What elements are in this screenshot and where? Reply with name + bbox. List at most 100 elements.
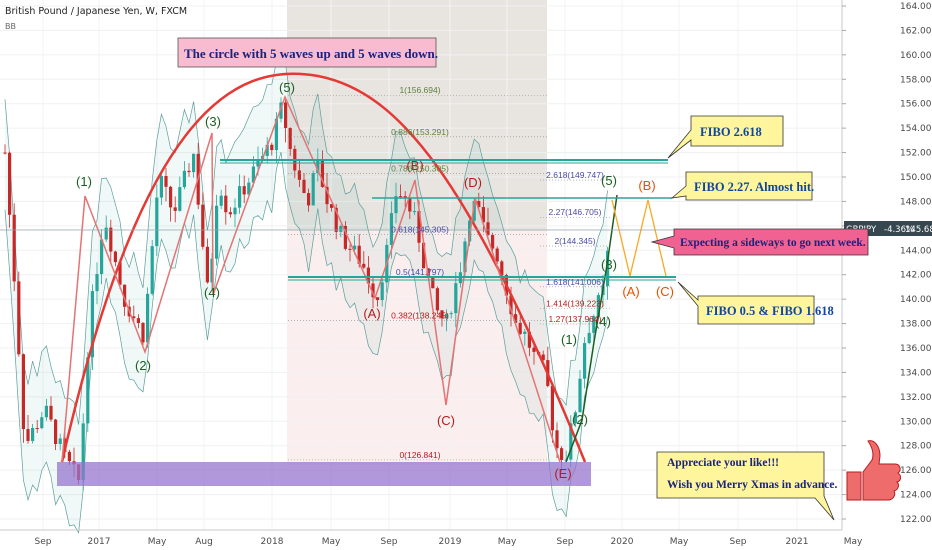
fib-label: 1.414(139.223): [546, 299, 604, 309]
fibo-227-note: FIBO 2.27. Almost hit.: [670, 171, 814, 201]
y-tick-label: 140.000: [900, 295, 932, 305]
candle-body: [560, 448, 564, 460]
wave-label: (C): [656, 284, 674, 299]
candle-body: [90, 291, 94, 358]
candle-body: [606, 250, 610, 287]
candle-body: [353, 245, 357, 250]
candle-body: [532, 347, 536, 352]
candle-body: [228, 212, 232, 215]
candle-body: [357, 245, 361, 264]
fib-label: 2(144.345): [554, 236, 595, 246]
candle-body: [343, 225, 347, 249]
support-zone: [57, 462, 591, 486]
svg-text:Appreciate your like!!!: Appreciate your like!!!: [667, 457, 779, 469]
x-tick-label: 2017: [88, 537, 111, 547]
x-axis-ticks[interactable]: Sep 2017 May Aug 2018 May Sep 2019 May Sep 2020 May…: [35, 537, 863, 547]
x-tick-label: May: [322, 537, 341, 547]
candle-body: [330, 204, 334, 208]
candle-body: [141, 322, 145, 343]
candle-body: [472, 201, 476, 221]
wave-label: (A): [622, 284, 639, 299]
wave-label: (3): [601, 257, 617, 272]
wave-path-red: [61, 95, 561, 463]
candle-body: [288, 128, 292, 149]
candle-body: [100, 239, 104, 275]
candle-body: [247, 182, 251, 195]
candle-body: [550, 385, 554, 431]
candle-body: [583, 343, 587, 379]
candle-body: [178, 187, 182, 211]
candle-body: [509, 295, 513, 315]
candle-body: [334, 207, 338, 232]
candle-body: [573, 412, 577, 424]
svg-text:Wish you Merry Xmas in advance: Wish you Merry Xmas in advance.: [667, 479, 837, 491]
fib-label: 2.27(146.705): [549, 207, 602, 217]
appreciate-note: Appreciate your like!!! Wish you Merry X…: [656, 451, 837, 521]
candle-body: [256, 160, 260, 167]
candle-body: [500, 261, 504, 276]
wave-label: (4): [595, 314, 611, 329]
fib-label: 1.27(137.964): [549, 314, 602, 324]
y-tick-label: 154.000: [900, 124, 932, 134]
candle-body: [187, 170, 191, 173]
price-tag-change: -4.36%: [884, 225, 914, 235]
band-fill: [5, 49, 608, 533]
wave-path-green: [565, 194, 618, 463]
y-tick-label: 160.000: [900, 51, 932, 61]
candle-body: [320, 159, 324, 187]
candle-body: [596, 295, 600, 317]
candle-body: [284, 102, 288, 129]
candle-body: [136, 318, 140, 323]
candle-body: [26, 429, 30, 441]
fibo-2618-note: FIBO 2.618: [667, 115, 784, 159]
projection-path: [611, 199, 667, 277]
candle-body: [215, 205, 219, 259]
candle-body: [527, 331, 531, 348]
candle-body: [67, 451, 71, 462]
candle-body: [146, 293, 150, 343]
chart-title: British Pound / Japanese Yen, W, FXCM: [5, 6, 187, 17]
wave-label: (A): [363, 306, 380, 321]
candle-body: [104, 227, 108, 240]
x-tick-label: May: [148, 537, 167, 547]
candle-body: [242, 186, 246, 195]
x-tick-label: 2021: [786, 537, 809, 547]
candle-body: [422, 242, 426, 269]
candle-body: [371, 283, 375, 298]
y-tick-label: 138.000: [900, 320, 932, 330]
candle-body: [412, 211, 416, 213]
wave-label: (2): [572, 412, 588, 427]
candle-body: [394, 196, 398, 214]
y-tick-label: 142.000: [900, 271, 932, 281]
fib-label: 0.786(150.305): [391, 163, 449, 173]
candle-body: [265, 144, 269, 156]
candle-body: [523, 331, 527, 334]
candle-body: [389, 213, 393, 245]
candle-body: [468, 220, 472, 242]
candle-body: [454, 283, 458, 314]
thumbs-up-icon: [846, 440, 901, 501]
candle-body: [348, 248, 352, 250]
x-tick-label: May: [670, 537, 689, 547]
candle-body: [251, 166, 255, 183]
y-axis-bg: [842, 0, 932, 550]
candle-body: [435, 288, 439, 311]
candle-body: [408, 197, 412, 212]
candle-body: [164, 176, 168, 187]
candle-body: [201, 204, 205, 247]
candle-body: [173, 207, 177, 211]
fibonacci-labels: 1(156.694) 0.886(153.291) 0.786(150.305) 0.…: [391, 85, 604, 460]
fib-label: 2.618(149.747): [546, 170, 604, 180]
y-tick-label: 158.000: [900, 75, 932, 85]
candle-body: [518, 322, 522, 334]
candle-body: [182, 170, 186, 188]
candle-body: [159, 176, 163, 198]
candle-body: [578, 378, 582, 413]
candle-body: [95, 274, 99, 292]
bollinger-bands: [4, 47, 608, 534]
y-tick-label: 132.000: [900, 393, 932, 403]
y-tick-label: 134.000: [900, 368, 932, 378]
candle-body: [35, 428, 39, 430]
